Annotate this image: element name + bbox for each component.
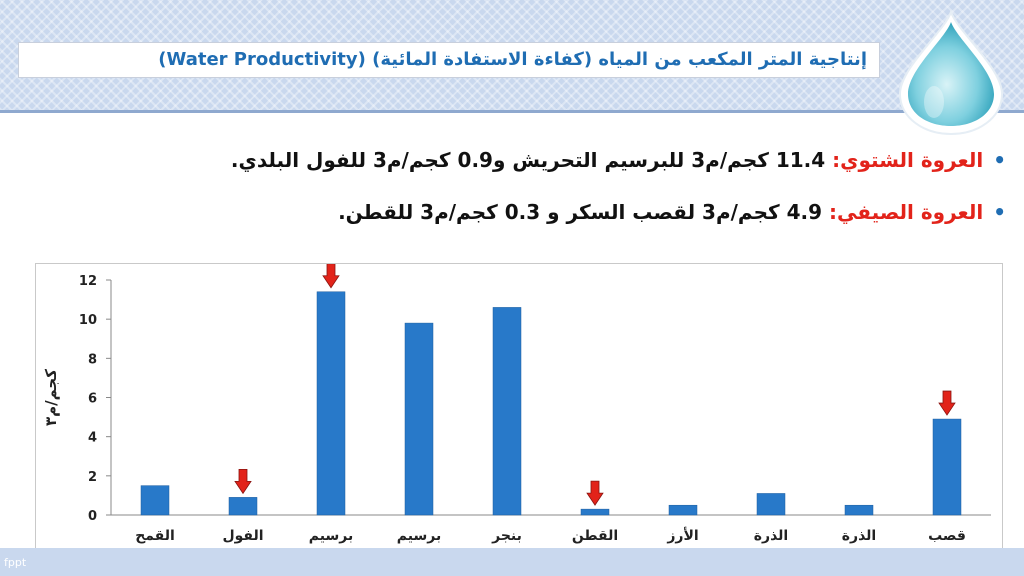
bar <box>492 307 522 516</box>
bullet-list: • العروة الشتوي: 11.4 كجم/م3 للبرسيم التح… <box>26 148 1006 252</box>
x-tick-label: برسيم <box>397 528 441 544</box>
footer-text: fppt <box>4 556 27 569</box>
bar <box>316 291 346 516</box>
y-tick-label: 12 <box>79 274 97 289</box>
y-tick-label: 10 <box>79 313 97 328</box>
y-tick-label: 2 <box>88 470 97 485</box>
footer-band <box>0 548 1024 576</box>
x-tick-label: بنجر <box>491 528 522 544</box>
down-arrow-icon <box>322 263 340 289</box>
y-axis-title: كجم/م٣ <box>42 369 60 426</box>
water-productivity-chart: 024681012كجم/م٣القمحالفولالبلديبرسيمتحري… <box>42 263 991 565</box>
x-tick-label: القطن <box>572 528 618 544</box>
slide-title: إنتاجية المتر المكعب من المياه (كفاءة ال… <box>18 42 880 78</box>
x-tick-label: الفول <box>222 528 263 544</box>
bar <box>580 508 610 516</box>
y-tick-label: 4 <box>88 431 97 446</box>
y-tick-label: 0 <box>88 509 97 524</box>
bullet-summer: • العروة الصيفي: 4.9 كجم/م3 لقصب السكر و … <box>26 200 1006 224</box>
bullet-text: 11.4 كجم/م3 للبرسيم التحريش و0.9 كجم/م3 … <box>230 148 833 172</box>
y-tick-label: 8 <box>88 352 97 367</box>
down-arrow-icon <box>938 390 956 416</box>
x-tick-label: برسيم <box>309 528 353 544</box>
down-arrow-icon <box>586 480 604 506</box>
x-tick-label: الذرة <box>842 528 876 544</box>
bar <box>932 418 962 516</box>
bar <box>228 497 258 516</box>
chart-container: 024681012كجم/م٣القمحالفولالبلديبرسيمتحري… <box>35 263 1003 573</box>
bar <box>140 485 170 516</box>
header-divider <box>0 110 1024 113</box>
bar <box>844 504 874 516</box>
bullet-text: 4.9 كجم/م3 لقصب السكر و 0.3 كجم/م3 للقطن… <box>338 200 830 224</box>
bar <box>668 504 698 516</box>
x-tick-label: قصب <box>928 528 966 544</box>
x-tick-label: القمح <box>135 528 175 544</box>
bar <box>404 322 434 516</box>
down-arrow-icon <box>234 468 252 495</box>
bullet-label: العروة الصيفي: <box>829 200 984 224</box>
bullet-label: العروة الشتوي: <box>832 148 984 172</box>
x-tick-label: الذرة <box>754 528 788 544</box>
y-tick-label: 6 <box>88 392 97 407</box>
bar <box>756 493 786 516</box>
bullet-dot: • <box>993 148 1006 172</box>
bullet-dot: • <box>993 200 1006 224</box>
x-tick-label: الأرز <box>666 527 698 544</box>
water-drop-icon <box>898 8 1004 136</box>
bullet-winter: • العروة الشتوي: 11.4 كجم/م3 للبرسيم التح… <box>26 148 1006 172</box>
